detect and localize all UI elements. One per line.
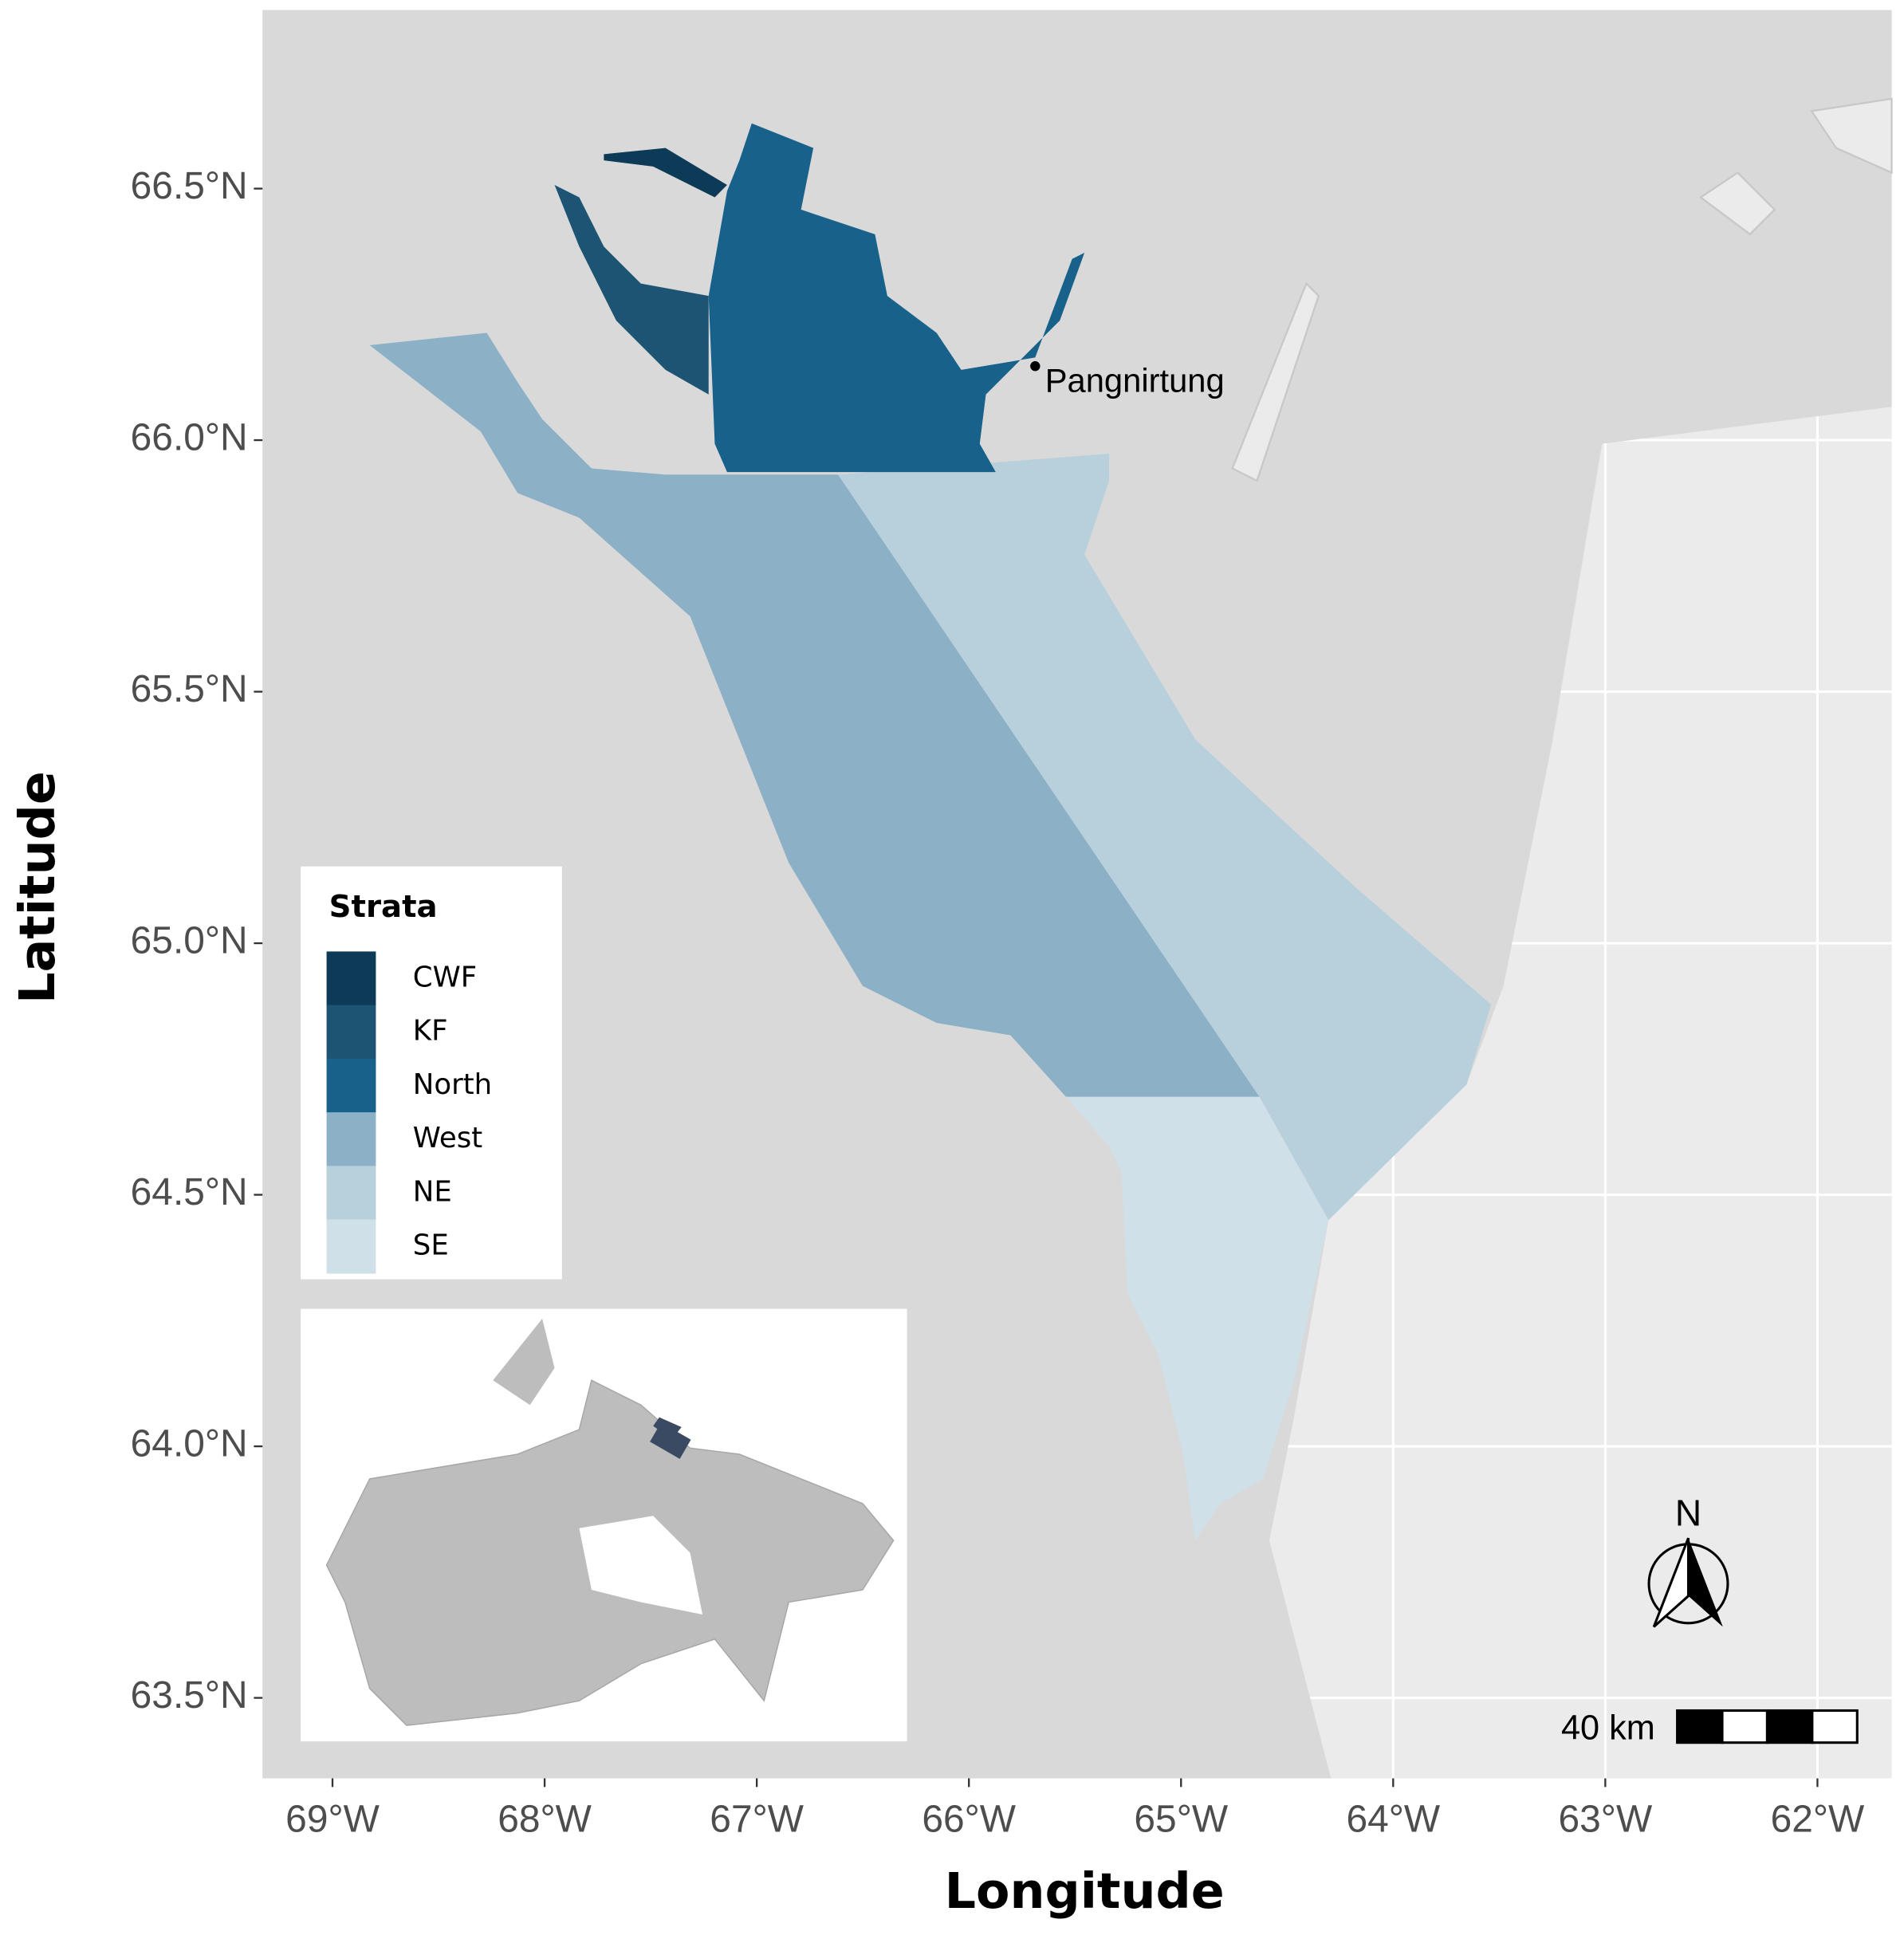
legend-items: CWF KF North West NE SE [326, 951, 492, 1274]
place-marker [1030, 361, 1041, 372]
x-tick-label: 66°W [922, 1798, 1016, 1840]
legend-label: West [413, 1122, 482, 1154]
scale-bar: 40 km [1561, 1709, 1859, 1748]
x-tick-label: 68°W [498, 1798, 592, 1840]
y-tick-label: 65.0°N [131, 920, 248, 962]
legend-swatch [326, 951, 376, 1006]
y-tick-label: 64.5°N [131, 1171, 248, 1213]
north-arrow: N [1647, 1493, 1729, 1628]
y-tick-label: 65.5°N [131, 668, 248, 710]
scale-label: 40 km [1561, 1709, 1655, 1748]
x-tick-label: 64°W [1346, 1798, 1440, 1840]
stratum [554, 185, 709, 395]
sea [1269, 407, 1892, 1779]
y-tick-label: 63.5°N [131, 1674, 248, 1717]
legend-title: Strata [329, 889, 438, 925]
x-tick-label: 67°W [710, 1798, 804, 1840]
y-axis-title: Latitude [9, 771, 66, 1004]
x-axis-title: Longitude [945, 1862, 1225, 1920]
y-tick-label: 64.0°N [131, 1423, 248, 1465]
axes: 69°W 68°W 67°W 66°W 65°W 64°W 63°W 62°W 63.5°N 64… [131, 165, 1865, 1840]
place-label: Pangnirtung [1045, 362, 1225, 399]
strata [369, 123, 1492, 1541]
x-tick-label: 62°W [1771, 1798, 1865, 1840]
legend-swatch [326, 1005, 376, 1060]
y-tick-label: 66.5°N [131, 165, 248, 207]
stratum [708, 123, 1085, 473]
legend-swatch [326, 1219, 376, 1274]
legend-label: North [413, 1068, 492, 1101]
inset-map [301, 1308, 907, 1742]
x-tick-label: 65°W [1134, 1798, 1228, 1840]
stratum [604, 147, 727, 198]
legend-label: SE [413, 1229, 449, 1262]
legend-swatch [326, 1112, 376, 1167]
legend-label: CWF [413, 961, 477, 993]
stratum [838, 453, 1492, 1221]
legend-label: KF [413, 1015, 448, 1048]
y-tick-label: 66.0°N [131, 417, 248, 459]
legend-label: NE [413, 1175, 452, 1208]
legend-swatch [326, 1166, 376, 1221]
x-tick-label: 63°W [1559, 1798, 1653, 1840]
stratum [1065, 1096, 1329, 1541]
legend-swatch [326, 1058, 376, 1113]
stratum [369, 332, 1260, 1097]
x-tick-label: 69°W [285, 1798, 380, 1840]
north-label: N [1675, 1493, 1701, 1534]
